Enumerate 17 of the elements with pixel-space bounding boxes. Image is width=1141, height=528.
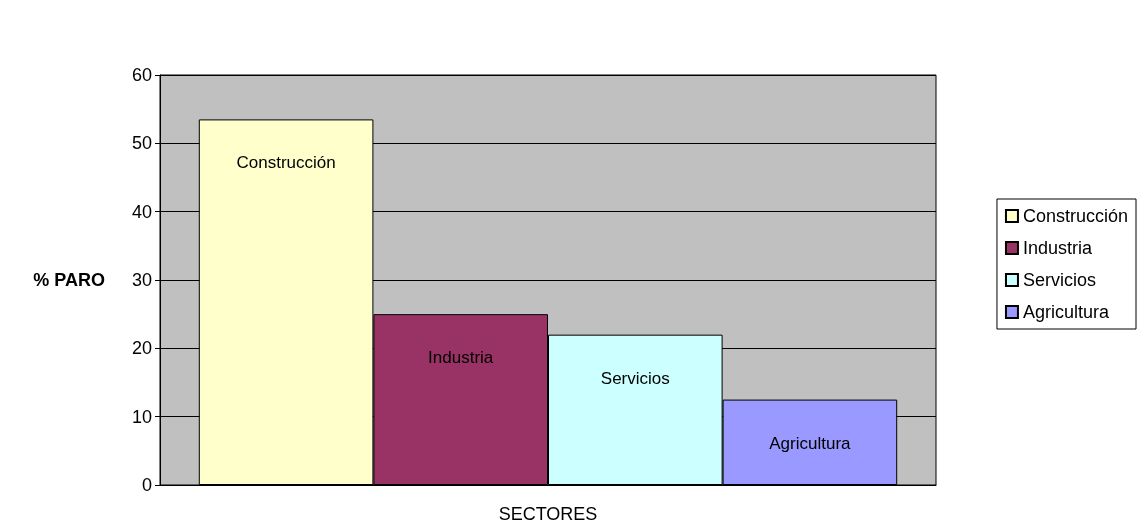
legend-label: Servicios — [1022, 270, 1096, 290]
y-tick-label: 30 — [131, 270, 152, 290]
text: Agricultura — [769, 433, 851, 453]
y-tick-label: 20 — [131, 338, 152, 359]
text: Construcción — [236, 153, 336, 173]
y-tick-label: 60 — [131, 65, 152, 85]
y-tick-label: 0 — [141, 475, 152, 495]
y-tick-label: 50 — [131, 133, 152, 154]
legend-label: Construcción — [1022, 206, 1128, 226]
y-tick-label: 10 — [131, 406, 152, 427]
legend-label: Agricultura — [1022, 302, 1110, 322]
text: Servicios — [600, 368, 670, 388]
legend-label: Industria — [1022, 238, 1093, 258]
text: Industria — [428, 348, 494, 368]
y-axis-title: % PARO — [33, 270, 105, 290]
y-tick-label: 40 — [131, 201, 152, 222]
x-axis-title: SECTORES — [498, 504, 598, 524]
